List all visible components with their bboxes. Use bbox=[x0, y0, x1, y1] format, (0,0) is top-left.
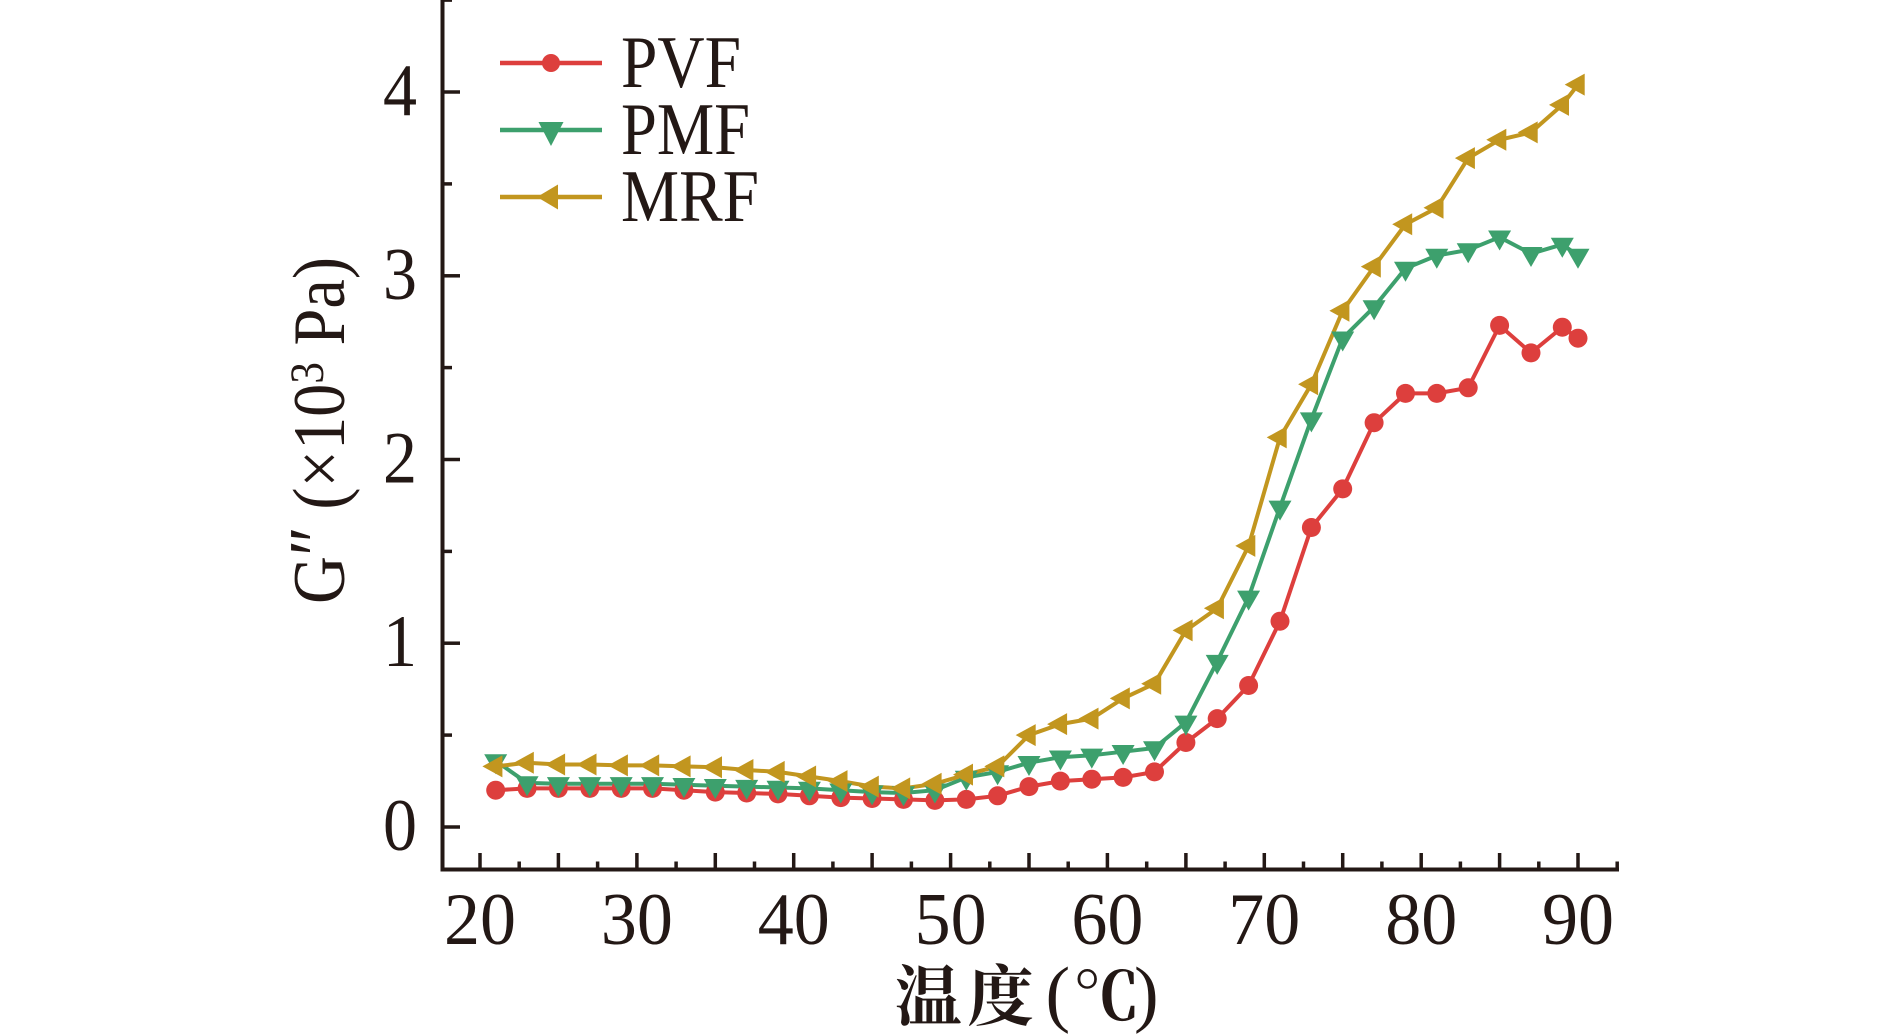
svg-text:90: 90 bbox=[1542, 879, 1614, 961]
svg-text:4: 4 bbox=[383, 50, 417, 132]
svg-text:60: 60 bbox=[1071, 879, 1143, 961]
svg-text:30: 30 bbox=[601, 879, 673, 961]
svg-text:0: 0 bbox=[383, 785, 417, 867]
svg-text:3: 3 bbox=[383, 234, 417, 316]
svg-text:20: 20 bbox=[444, 879, 516, 961]
svg-text:40: 40 bbox=[758, 879, 830, 961]
svg-text:(: ( bbox=[1046, 953, 1071, 1034]
svg-text:G″ (×103 Pa): G″ (×103 Pa) bbox=[273, 257, 361, 604]
svg-text:PMF: PMF bbox=[621, 89, 750, 171]
svg-text:1: 1 bbox=[383, 601, 417, 683]
svg-text:50: 50 bbox=[915, 879, 987, 961]
svg-text:70: 70 bbox=[1228, 879, 1300, 961]
svg-text:2: 2 bbox=[383, 418, 417, 500]
svg-text:MRF: MRF bbox=[621, 156, 759, 238]
svg-text:): ) bbox=[1134, 953, 1159, 1034]
svg-text:80: 80 bbox=[1385, 879, 1457, 961]
svg-text:PVF: PVF bbox=[621, 22, 741, 104]
